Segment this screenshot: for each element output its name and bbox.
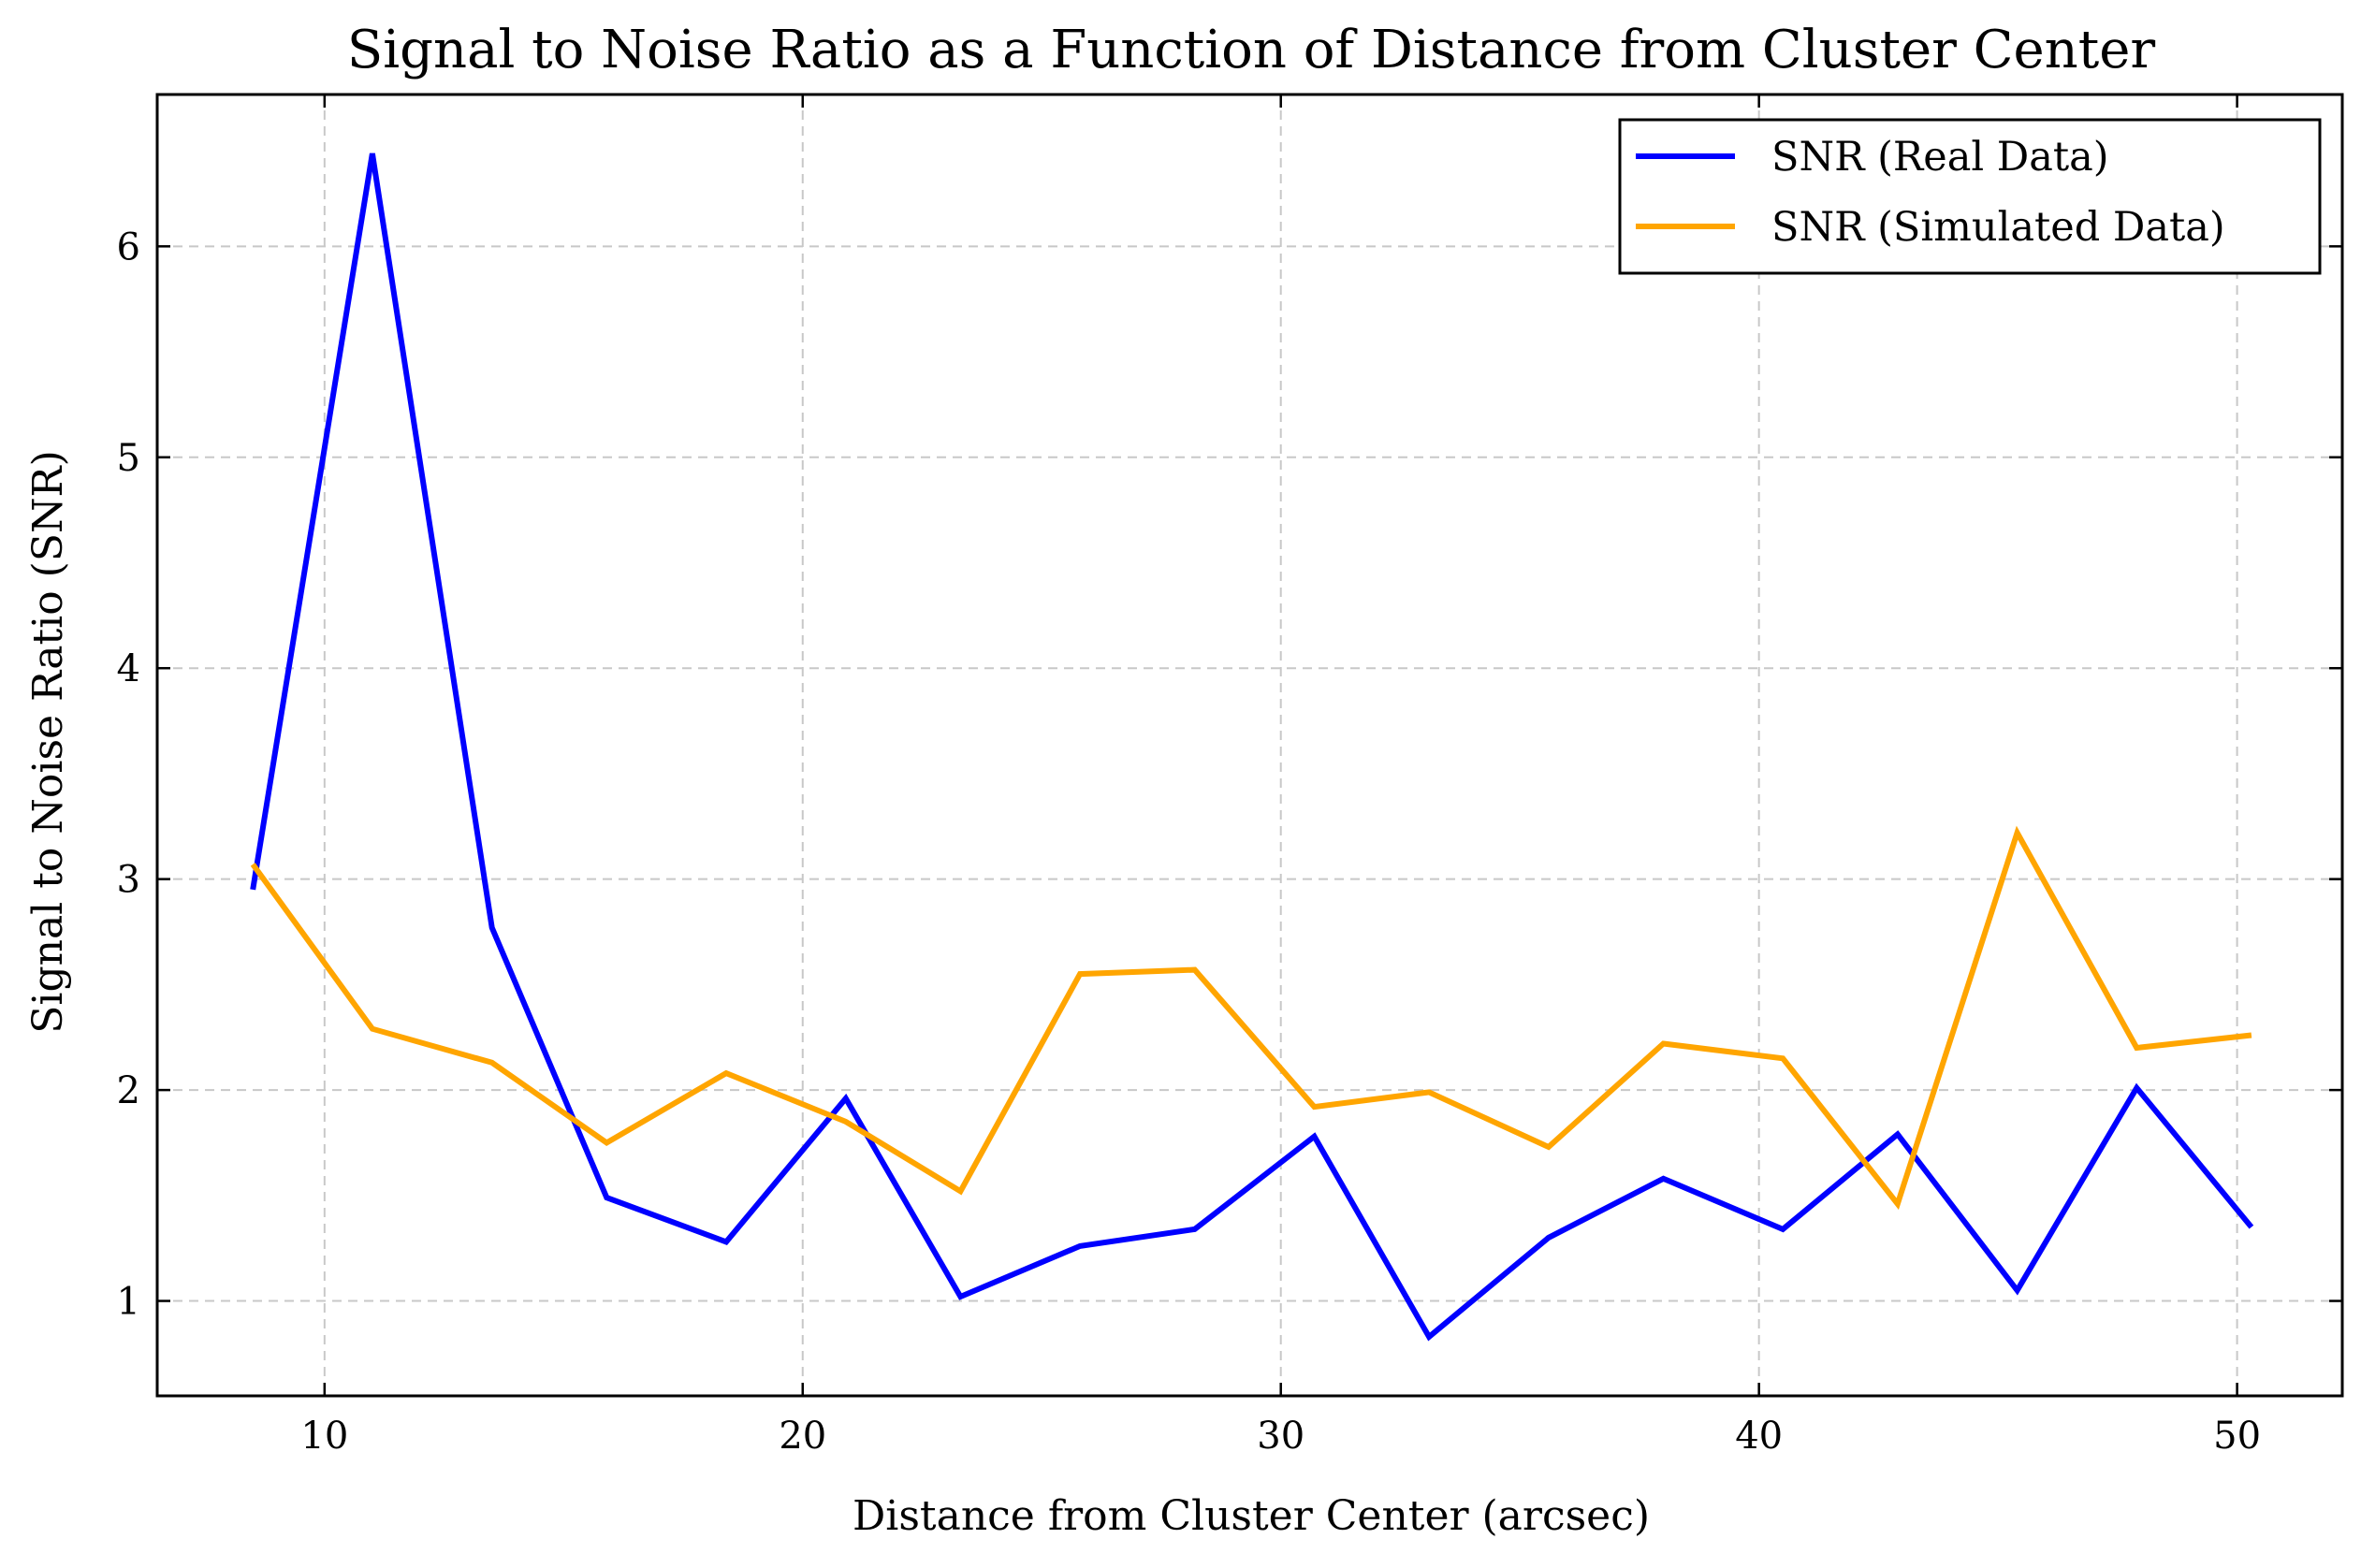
x-tick-label: 10 [300,1415,348,1458]
y-tick-label: 2 [117,1069,140,1112]
x-axis-label: Distance from Cluster Center (arcsec) [853,1492,1650,1540]
y-tick-label: 6 [117,225,140,269]
x-tick-label: 30 [1257,1415,1304,1458]
y-axis-label: Signal to Noise Ratio (SNR) [24,450,72,1034]
x-tick-label: 40 [1735,1415,1783,1458]
y-tick-label: 3 [117,859,140,902]
y-tick-label: 5 [117,437,140,480]
legend-label-real-data: SNR (Real Data) [1771,134,2109,181]
x-tick-label: 50 [2213,1415,2261,1458]
chart-title: Signal to Noise Ratio as a Function of D… [347,20,2155,80]
x-tick-label: 20 [779,1415,826,1458]
chart-legend: SNR (Real Data) SNR (Simulated Data) [1620,120,2320,273]
y-tick-label: 1 [117,1281,140,1324]
legend-label-simulated-data: SNR (Simulated Data) [1771,204,2225,251]
y-tick-label: 4 [117,647,140,690]
